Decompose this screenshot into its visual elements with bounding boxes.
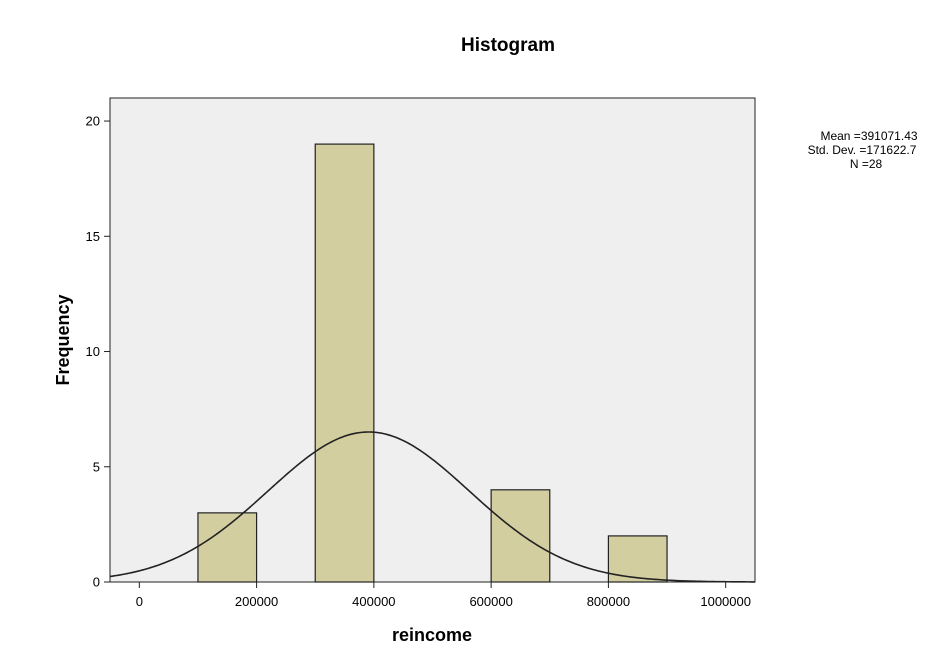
y-axis: 0 5 10 15 20 [86,114,110,590]
stats-std-dev: Std. Dev. =171622.7 [808,143,917,157]
y-tick-label: 10 [86,344,100,359]
histogram-bar-2 [314,143,375,583]
x-tick-label: 1000000 [700,594,751,609]
y-tick-label: 20 [86,114,100,129]
stats-box: Mean =391071.43 Std. Dev. =171622.7 N =2… [808,129,918,171]
y-tick-label: 0 [93,575,100,590]
x-axis: 0 200000 400000 600000 800000 1000000 [136,582,751,609]
x-tick-label: 600000 [469,594,512,609]
y-tick-label: 15 [86,229,100,244]
x-tick-label: 800000 [587,594,630,609]
normal-curve [109,431,756,583]
stats-n: N =28 [850,157,883,171]
y-tick-label: 5 [93,459,100,474]
plot-area [109,97,756,583]
x-tick-label: 200000 [235,594,278,609]
histogram-bar-1 [197,512,258,583]
histogram-bar-3 [490,489,551,583]
chart-title: Histogram [461,35,555,56]
y-axis-title: Frequency [53,294,73,385]
x-axis-title: reincome [392,625,472,645]
x-tick-label: 0 [136,594,143,609]
x-tick-label: 400000 [352,594,395,609]
stats-mean: Mean =391071.43 [820,129,917,143]
